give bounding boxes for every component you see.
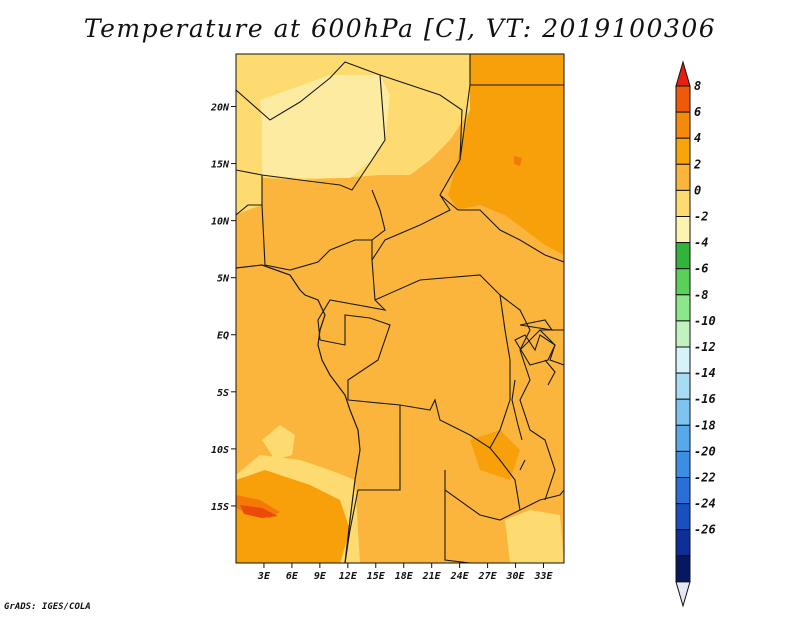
grads-credit: GrADS: IGES/COLA [4, 602, 91, 612]
colorbar-label: -20 [694, 444, 716, 458]
country-borders [236, 54, 564, 563]
colorbar-label: -14 [694, 366, 716, 380]
colorbar-label: 0 [694, 183, 701, 197]
lat-tick-label: 15S [211, 502, 229, 513]
field-2-4-east [448, 54, 564, 255]
map-frame [235, 53, 565, 564]
colorbar-swatch [675, 477, 691, 505]
lat-tick-label: 10N [211, 217, 230, 228]
lat-tick-label: 20N [210, 102, 230, 113]
lon-tick-label: 6E [286, 571, 299, 582]
colorbar-swatch [675, 398, 691, 426]
lat-tick-label: 15N [211, 160, 230, 171]
lake-outlines [511, 319, 556, 471]
lat-tick-label: 5S [217, 388, 229, 399]
field-m2-0-coast-west [236, 172, 262, 215]
field-m2-0-southeast [505, 510, 564, 563]
colorbar-swatch [675, 372, 691, 400]
colorbar-label: -12 [694, 340, 716, 354]
colorbar-label: -8 [694, 288, 708, 302]
colorbar-swatch [675, 555, 691, 583]
colorbar-swatch [675, 424, 691, 452]
colorbar-swatch [675, 163, 691, 191]
lon-tick-label: 27E [478, 571, 498, 582]
lon-tick-label: 18E [395, 571, 414, 582]
colorbar-swatch [675, 85, 691, 113]
latitude-axis: 20N 15N 10N 5N EQ 5S 10S 15S [210, 102, 236, 513]
field-2-4-southwest [236, 470, 350, 563]
colorbar-swatch [675, 294, 691, 322]
longitude-axis: 3E 6E 9E 12E 15E 18E 21E 24E 27E 30E 33E [257, 563, 554, 582]
colorbar-label: -4 [694, 236, 708, 250]
colorbar-swatch [675, 111, 691, 139]
lat-tick-label: EQ [217, 331, 229, 342]
colorbar-swatch [675, 242, 691, 270]
field-m2-0-north [260, 75, 390, 178]
field-m2-0-lake [262, 425, 295, 460]
border-lines [236, 54, 564, 563]
lon-tick-label: 24E [450, 571, 470, 582]
colorbar-swatch [675, 450, 691, 478]
colorbar-swatch [675, 268, 691, 296]
colorbar-label: -24 [694, 497, 716, 511]
lat-tick-label: 5N [217, 274, 230, 285]
colorbar-swatch [675, 137, 691, 165]
colorbar-label: -2 [694, 210, 708, 224]
colorbar-label: 2 [693, 157, 701, 171]
map-title: Temperature at 600hPa [C], VT: 201910030… [83, 14, 717, 43]
field-4-6-spot [514, 156, 522, 166]
lon-tick-label: 12E [339, 571, 358, 582]
lon-tick-label: 15E [367, 571, 386, 582]
lon-tick-label: 30E [506, 571, 526, 582]
colorbar-label: -22 [694, 471, 716, 485]
colorbar-swatch [675, 216, 691, 244]
colorbar-top-triangle [675, 60, 691, 87]
lon-tick-label: 21E [422, 571, 442, 582]
colorbar-label: -16 [694, 392, 716, 406]
colorbar-label: -6 [694, 262, 708, 276]
colorbar-swatch [675, 529, 691, 557]
colorbar-label: -18 [694, 418, 716, 432]
colorbar-swatch [675, 503, 691, 531]
lat-tick-label: 10S [211, 445, 229, 456]
colorbar-label: -26 [694, 523, 716, 537]
field-6-8-southwest [240, 505, 278, 518]
colorbar-label: -10 [694, 314, 716, 328]
colorbar-bottom-triangle [675, 581, 691, 608]
lon-tick-label: 3E [257, 571, 271, 582]
colorbar-swatch [675, 320, 691, 348]
colorbar-swatch [675, 189, 691, 217]
lon-tick-label: 33E [533, 571, 553, 582]
colorbar-label: 4 [694, 131, 701, 145]
colorbar-swatch [675, 346, 691, 374]
colorbar-label: 6 [694, 105, 701, 119]
colorbar-legend: 8 6 4 2 0 -2 -4 -6 -8 -10 -12 -14 -16 -18 -20 -22 -24 -26 [675, 60, 716, 608]
colorbar-label: 8 [694, 79, 701, 93]
coastline [236, 264, 361, 563]
lon-tick-label: 9E [314, 571, 327, 582]
